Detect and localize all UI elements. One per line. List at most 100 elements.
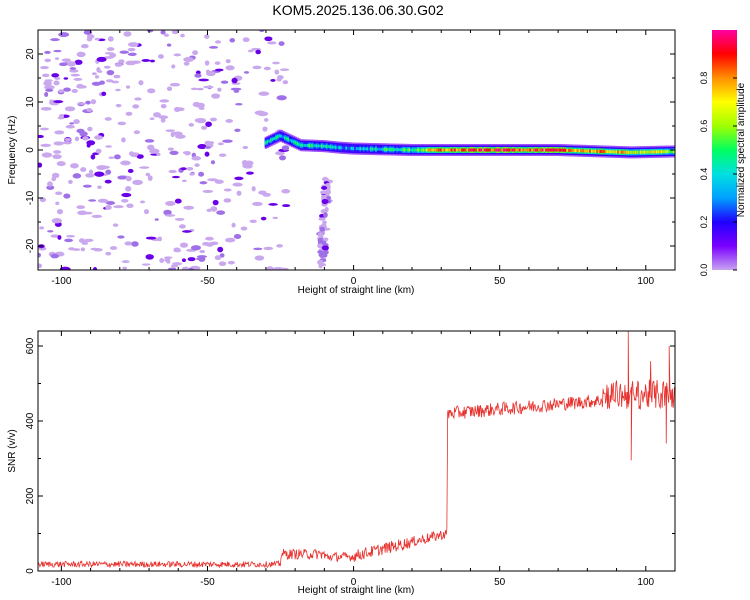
band-core (461, 148, 464, 152)
noise-blob (236, 190, 242, 196)
noise-blob (219, 253, 225, 258)
noise-blob (149, 148, 160, 154)
band-core (315, 144, 319, 148)
noise-blob (218, 261, 227, 267)
band-core (494, 148, 497, 152)
noise-blob (54, 57, 60, 60)
band-core (538, 148, 541, 152)
noise-blob (42, 73, 50, 78)
trace-blob (318, 217, 326, 221)
band-core (473, 148, 476, 152)
band-core (457, 148, 461, 152)
band-core (566, 148, 569, 152)
noise-blob (174, 198, 182, 204)
band-core (329, 145, 333, 149)
noise-blob (53, 150, 62, 154)
colorbar-tick-label: 0.0 (699, 264, 709, 277)
noise-blob (204, 151, 210, 157)
noise-blob (87, 126, 93, 132)
colorbar-tick-label: 0.2 (699, 216, 709, 229)
band-core (464, 148, 468, 152)
trace-blob (321, 190, 329, 195)
band-core (568, 148, 571, 152)
noise-blob (111, 80, 120, 84)
band-core (287, 137, 291, 141)
noise-blob (225, 65, 235, 71)
noise-blob (86, 37, 93, 42)
noise-blob (203, 85, 214, 89)
band-core (557, 148, 561, 152)
noise-blob (179, 224, 186, 229)
noise-blob (90, 99, 97, 105)
noise-blob (44, 79, 53, 82)
noise-blob (92, 266, 98, 270)
noise-blob (254, 255, 265, 261)
noise-blob (201, 125, 208, 130)
noise-blob (136, 154, 144, 159)
noise-blob (63, 77, 69, 80)
noise-blob (217, 246, 224, 253)
noise-blob (204, 60, 210, 66)
band-core (447, 148, 450, 152)
noise-blob (105, 205, 112, 210)
noise-blob (104, 179, 112, 184)
noise-blob (44, 85, 55, 90)
noise-blob (160, 104, 167, 109)
noise-blob (181, 258, 186, 263)
noise-blob (158, 115, 169, 120)
noise-blob (194, 163, 200, 167)
band-core (636, 150, 639, 154)
band-core (504, 148, 508, 152)
trace-blob (317, 259, 324, 266)
noise-blob (124, 241, 133, 246)
snr-x-tick-label: 50 (494, 577, 506, 588)
snr-y-tick-label: 0 (25, 568, 36, 574)
noise-blob (50, 234, 60, 238)
noise-blob (44, 92, 49, 97)
noise-blob (38, 263, 43, 269)
noise-blob (255, 49, 261, 55)
noise-blob (196, 87, 204, 91)
band-core (348, 146, 352, 150)
band-core (462, 148, 466, 152)
noise-blob (282, 204, 291, 208)
noise-blob (160, 30, 166, 35)
noise-blob (210, 160, 216, 165)
snr-panel: -100 -50 0 50 100 0 200 400 600 Height of strai… (7, 330, 676, 596)
band-core (276, 135, 280, 139)
noise-blob (272, 61, 280, 65)
band-core (575, 149, 578, 153)
noise-blob (274, 69, 280, 75)
noise-blob (169, 150, 179, 156)
band-core (624, 150, 627, 154)
noise-blob (63, 87, 71, 92)
band-core (471, 148, 475, 152)
band-core (326, 144, 329, 148)
noise-blob (165, 201, 176, 207)
colorbar-tick-label: 0.6 (699, 120, 709, 133)
noise-blob (83, 30, 93, 35)
noise-blob (243, 71, 250, 74)
noise-blob (263, 66, 271, 71)
band-core (394, 148, 398, 152)
noise-blob (164, 33, 170, 37)
noise-blob (113, 154, 121, 160)
noise-blob (216, 210, 226, 215)
trace-blob (321, 186, 328, 190)
trace-blob (317, 250, 324, 254)
band-core (634, 150, 638, 154)
noise-blob (249, 219, 257, 224)
noise-blob (57, 235, 62, 240)
noise-blob (90, 247, 100, 251)
noise-blob (272, 216, 279, 220)
band-core (667, 150, 671, 154)
spectrogram-y-tick-label: -20 (25, 238, 36, 253)
noise-blob (62, 141, 72, 145)
band-core (629, 150, 632, 154)
noise-blob (230, 87, 242, 91)
band-core (522, 148, 526, 152)
noise-blob (278, 155, 287, 161)
trace-blob (322, 237, 329, 242)
band-core (513, 148, 517, 152)
noise-blob (114, 63, 123, 67)
